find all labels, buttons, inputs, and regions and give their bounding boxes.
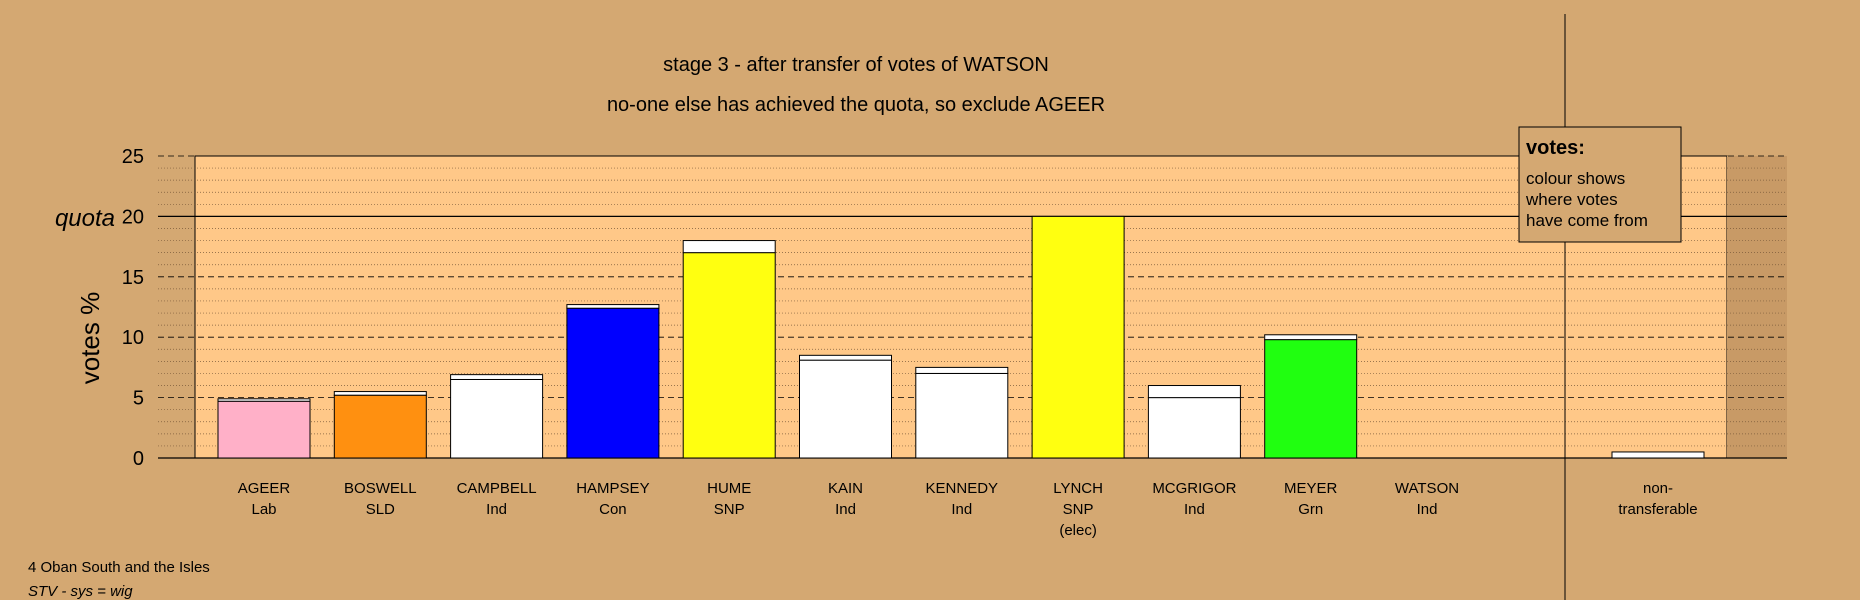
chart-subtitle: no-one else has achieved the quota, so e… bbox=[607, 94, 1105, 116]
bar-meyer bbox=[1264, 339, 1358, 459]
quota-label: quota bbox=[55, 205, 115, 232]
y-tick-label: 10 bbox=[122, 327, 144, 349]
candidate-party-label: Lab bbox=[251, 501, 276, 518]
candidate-name-label: MCGRIGOR bbox=[1152, 480, 1236, 497]
candidate-party-label: Grn bbox=[1298, 501, 1323, 518]
bars bbox=[217, 215, 1705, 459]
candidate-name-label: CAMPBELL bbox=[457, 480, 537, 497]
y-axis: 0 5 10 15 20 25 bbox=[122, 146, 144, 470]
candidate-party-label: Ind bbox=[486, 501, 507, 518]
legend-line: where votes bbox=[1525, 190, 1618, 209]
candidate-name-label: WATSON bbox=[1395, 480, 1459, 497]
y-tick-label: 20 bbox=[122, 206, 144, 228]
bar-boswell bbox=[333, 394, 427, 459]
non-transferable-label: non- bbox=[1643, 480, 1673, 497]
bar-transfer-hume bbox=[682, 240, 776, 254]
candidate-party-label: Ind bbox=[1184, 501, 1205, 518]
legend-line: colour shows bbox=[1526, 169, 1625, 188]
y-tick-label: 0 bbox=[133, 448, 144, 470]
bar-transfer-boswell bbox=[333, 391, 427, 396]
bar-non-transferable bbox=[1611, 451, 1705, 459]
candidate-name-label: KENNEDY bbox=[926, 480, 999, 497]
footer-system: STV - sys = wig bbox=[28, 583, 133, 600]
legend-box bbox=[1518, 126, 1682, 243]
footer-ward: 4 Oban South and the Isles bbox=[28, 559, 210, 576]
y-tick-label: 15 bbox=[122, 267, 144, 289]
legend-heading: votes: bbox=[1526, 137, 1585, 159]
bar-transfer-campbell bbox=[450, 374, 544, 380]
candidate-name-label: HAMPSEY bbox=[576, 480, 649, 497]
candidate-name-label: AGEER bbox=[238, 480, 291, 497]
plot-right-shade bbox=[1727, 156, 1787, 458]
legend-line: have come from bbox=[1526, 211, 1648, 230]
candidate-party-label: Ind bbox=[951, 501, 972, 518]
legend: votes: colour shows where votes have com… bbox=[1518, 126, 1682, 243]
bar-transfer-kain bbox=[799, 354, 892, 361]
bar-lynch bbox=[1031, 215, 1125, 459]
candidate-party-label: Con bbox=[599, 501, 627, 518]
bar-transfer-mcgrigor bbox=[1147, 385, 1241, 399]
bar-ageer bbox=[217, 400, 311, 459]
x-axis-labels: AGEER Lab BOSWELL SLD CAMPBELL Ind HAMPSEY Con H… bbox=[238, 480, 1698, 539]
bar-transfer-hampsey bbox=[566, 304, 660, 309]
bar-kain bbox=[799, 359, 892, 459]
bar-transfer-meyer bbox=[1264, 334, 1358, 341]
chart-title: stage 3 - after transfer of votes of WAT… bbox=[663, 54, 1049, 76]
bar-mcgrigor bbox=[1147, 397, 1241, 459]
non-transferable-label: transferable bbox=[1618, 501, 1697, 518]
bar-hume bbox=[682, 252, 776, 459]
bar-hampsey bbox=[566, 307, 660, 459]
candidate-party-label: SNP bbox=[1063, 501, 1094, 518]
y-tick-label: 25 bbox=[122, 146, 144, 168]
candidate-name-label: LYNCH bbox=[1053, 480, 1103, 497]
bar-transfer-kennedy bbox=[915, 366, 1009, 374]
bar-transfer-ageer bbox=[217, 398, 311, 402]
candidate-party-label: Ind bbox=[1417, 501, 1438, 518]
candidate-party-label: Ind bbox=[835, 501, 856, 518]
candidate-name-label: MEYER bbox=[1284, 480, 1338, 497]
bar-campbell bbox=[450, 378, 544, 459]
bar-kennedy bbox=[915, 372, 1009, 459]
candidate-name-label: HUME bbox=[707, 480, 751, 497]
candidate-note-label: (elec) bbox=[1059, 522, 1097, 539]
y-tick-label: 5 bbox=[133, 388, 144, 410]
candidate-party-label: SLD bbox=[366, 501, 395, 518]
candidate-party-label: SNP bbox=[714, 501, 745, 518]
y-axis-label: votes % bbox=[75, 292, 105, 385]
candidate-name-label: BOSWELL bbox=[344, 480, 417, 497]
candidate-name-label: KAIN bbox=[828, 480, 863, 497]
